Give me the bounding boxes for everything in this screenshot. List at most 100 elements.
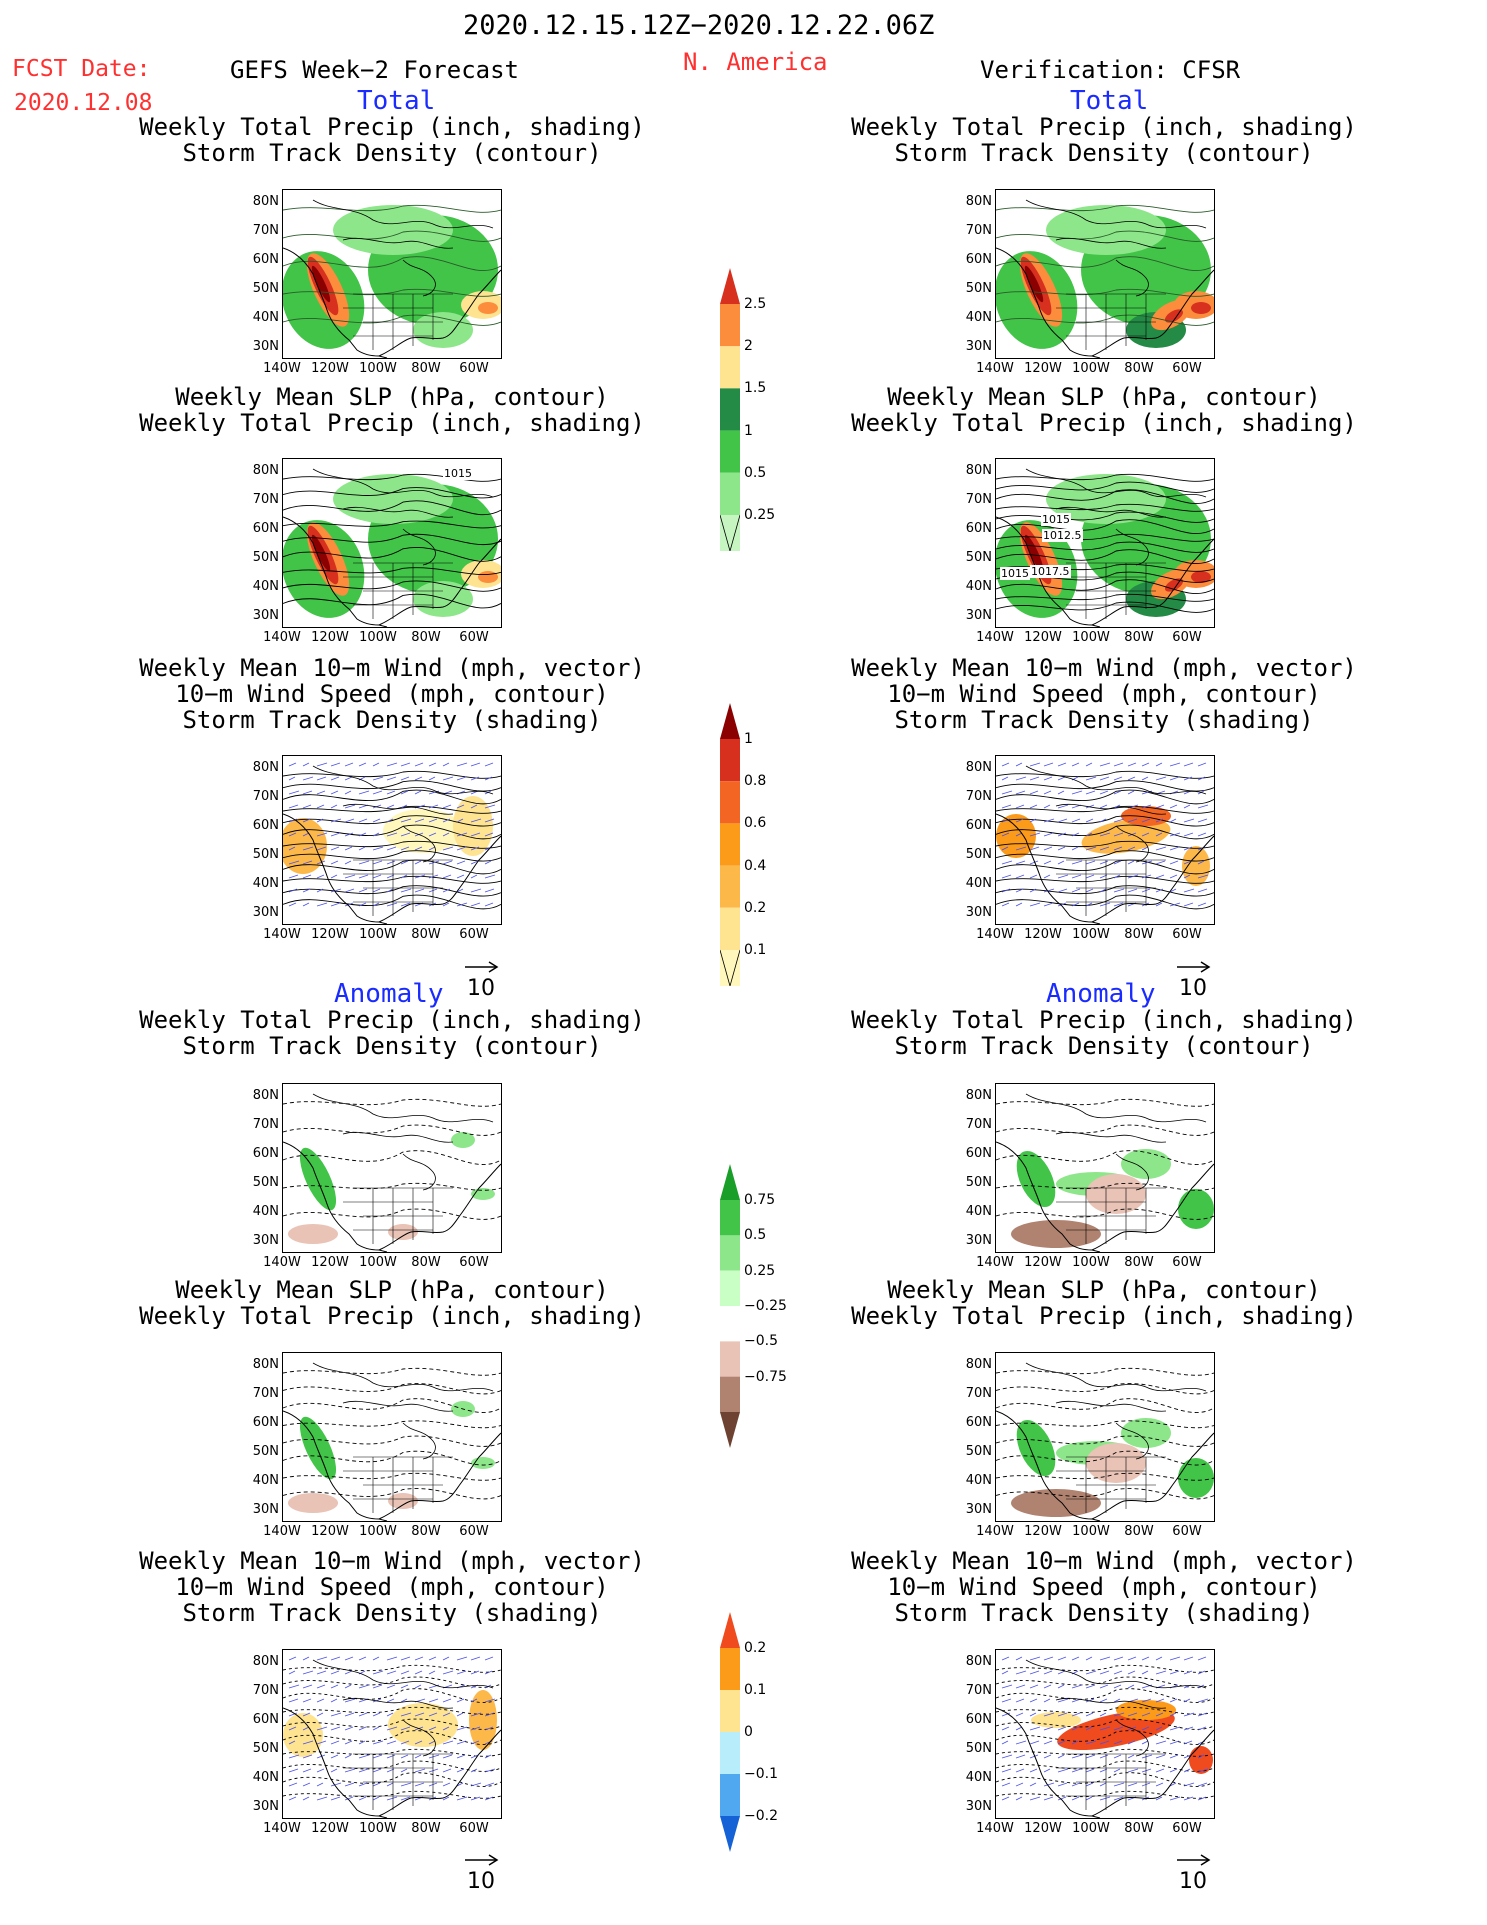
colorbar-tick-label: −0.25: [744, 1298, 787, 1314]
panel-title-line: Weekly Mean SLP (hPa, contour): [175, 1276, 609, 1304]
panel-title-3-right: Weekly Mean 10−m Wind (mph, vector) 10−m …: [804, 655, 1404, 733]
reference-arrow-icon: [1177, 1854, 1211, 1866]
colorbar-tick-label: 1.5: [744, 380, 767, 397]
longitude-tick-label: 140W: [976, 927, 1014, 942]
map-plot: [283, 1093, 501, 1252]
colorbar-tick-label: 0.2: [744, 899, 767, 916]
latitude-tick-label: 80N: [965, 1088, 992, 1103]
latitude-tick-label: 70N: [965, 789, 992, 804]
longitude-tick-label: 140W: [976, 1524, 1014, 1539]
colorbar-tick-label: 0.5: [744, 1227, 767, 1244]
longitude-tick-label: 120W: [311, 1255, 349, 1270]
panel-title-3-left: Weekly Mean 10−m Wind (mph, vector) 10−m …: [92, 655, 692, 733]
section-total-left: Total: [357, 86, 436, 116]
section-total-right: Total: [1070, 86, 1149, 116]
longitude-tick-label: 60W: [1172, 361, 1202, 376]
panel-title-6-left: Weekly Mean 10−m Wind (mph, vector) 10−m …: [92, 1548, 692, 1626]
latitude-tick-label: 30N: [965, 339, 992, 354]
vector-reference-4: 10: [1175, 1853, 1235, 1894]
latitude-tick-label: 40N: [965, 1770, 992, 1785]
longitude-tick-label: 60W: [1172, 1524, 1202, 1539]
latitude-tick-label: 70N: [252, 1386, 279, 1401]
latitude-tick-label: 60N: [965, 818, 992, 833]
longitude-tick-label: 80W: [1124, 927, 1154, 942]
longitude-tick-label: 120W: [311, 630, 349, 645]
latitude-tick-label: 40N: [965, 1204, 992, 1219]
longitude-tick-label: 80W: [411, 630, 441, 645]
map-plot: [996, 762, 1214, 924]
longitude-tick-label: 60W: [459, 1524, 489, 1539]
longitude-tick-label: 140W: [976, 361, 1014, 376]
map-plot: [996, 1093, 1214, 1252]
colorbar-tick-label: 2: [744, 338, 753, 355]
map-panel-5-left: [282, 1352, 502, 1522]
longitude-tick-label: 60W: [459, 361, 489, 376]
colorbar-precip_total: 2.5 2 1.5 1 0.5 0.25: [720, 268, 780, 551]
map-plot: [996, 1362, 1214, 1521]
map-panel-2-right: 1015 1012.5 1015 1017.5: [995, 458, 1215, 628]
panel-title-1-left: Weekly Total Precip (inch, shading) Storm…: [92, 114, 692, 166]
latitude-tick-label: 80N: [252, 1357, 279, 1372]
map-panel-2-left: 1015: [282, 458, 502, 628]
panel-title-line: Storm Track Density (contour): [894, 1032, 1314, 1060]
longitude-tick-label: 100W: [1072, 1821, 1110, 1836]
latitude-tick-label: 80N: [965, 463, 992, 478]
longitude-tick-label: 120W: [1024, 1821, 1062, 1836]
longitude-tick-label: 140W: [263, 927, 301, 942]
panel-title-line: 10−m Wind Speed (mph, contour): [175, 1573, 609, 1601]
map-panel-5-right: [995, 1352, 1215, 1522]
latitude-tick-label: 50N: [252, 1444, 279, 1459]
longitude-tick-label: 60W: [459, 927, 489, 942]
latitude-tick-label: 40N: [965, 310, 992, 325]
longitude-tick-label: 60W: [1172, 1255, 1202, 1270]
panel-title-line: 10−m Wind Speed (mph, contour): [175, 680, 609, 708]
longitude-tick-label: 80W: [411, 361, 441, 376]
longitude-tick-label: 80W: [411, 1255, 441, 1270]
panel-title-line: Storm Track Density (shading): [182, 706, 602, 734]
latitude-tick-label: 70N: [965, 1683, 992, 1698]
panel-title-1-right: Weekly Total Precip (inch, shading) Storm…: [804, 114, 1404, 166]
longitude-tick-label: 80W: [1124, 361, 1154, 376]
panel-title-line: Weekly Total Precip (inch, shading): [851, 409, 1357, 437]
latitude-tick-label: 30N: [965, 1502, 992, 1517]
forecast-title: GEFS Week−2 Forecast: [230, 56, 519, 84]
latitude-tick-label: 60N: [965, 1712, 992, 1727]
latitude-tick-label: 50N: [965, 1444, 992, 1459]
panel-title-line: Storm Track Density (shading): [894, 706, 1314, 734]
panel-title-2-right: Weekly Mean SLP (hPa, contour) Weekly Tot…: [804, 384, 1404, 436]
vector-reference-label: 10: [1179, 1869, 1207, 1894]
latitude-tick-label: 40N: [252, 1770, 279, 1785]
latitude-tick-label: 60N: [252, 1146, 279, 1161]
latitude-tick-label: 30N: [252, 339, 279, 354]
latitude-tick-label: 70N: [252, 223, 279, 238]
colorbar-strip: [720, 1612, 740, 1852]
colorbar-tick-label: 0.8: [744, 773, 767, 790]
panel-title-line: Storm Track Density (shading): [894, 1599, 1314, 1627]
latitude-tick-label: 30N: [252, 608, 279, 623]
map-plot: [283, 762, 501, 924]
contour-label: 1017.5: [1030, 565, 1071, 578]
latitude-tick-label: 60N: [965, 252, 992, 267]
colorbar-strip: [720, 268, 740, 551]
longitude-tick-label: 100W: [1072, 1255, 1110, 1270]
longitude-tick-label: 60W: [1172, 630, 1202, 645]
latitude-tick-label: 50N: [252, 847, 279, 862]
longitude-tick-label: 80W: [1124, 1255, 1154, 1270]
colorbar-tick-label: −0.5: [744, 1333, 778, 1350]
panel-title-line: 10−m Wind Speed (mph, contour): [887, 680, 1321, 708]
colorbar-tick-label: −0.75: [744, 1368, 787, 1385]
latitude-tick-label: 50N: [965, 1741, 992, 1756]
latitude-tick-label: 80N: [252, 194, 279, 209]
vector-reference-2: 10: [1175, 960, 1235, 1001]
latitude-tick-label: 70N: [965, 1117, 992, 1132]
longitude-tick-label: 80W: [411, 927, 441, 942]
longitude-tick-label: 100W: [359, 927, 397, 942]
latitude-tick-label: 60N: [965, 521, 992, 536]
latitude-tick-label: 70N: [252, 789, 279, 804]
latitude-tick-label: 60N: [252, 521, 279, 536]
longitude-tick-label: 120W: [1024, 1524, 1062, 1539]
panel-title-line: Weekly Total Precip (inch, shading): [139, 1006, 645, 1034]
panel-title-line: Weekly Mean 10−m Wind (mph, vector): [851, 1547, 1357, 1575]
longitude-tick-label: 60W: [459, 630, 489, 645]
panel-title-5-right: Weekly Mean SLP (hPa, contour) Weekly Tot…: [804, 1277, 1404, 1329]
